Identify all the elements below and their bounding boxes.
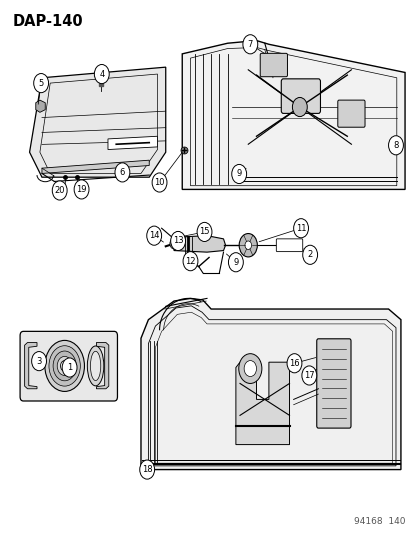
Text: 10: 10 xyxy=(154,178,164,187)
Text: 14: 14 xyxy=(149,231,159,240)
Polygon shape xyxy=(42,160,149,173)
FancyBboxPatch shape xyxy=(275,239,302,252)
Circle shape xyxy=(45,341,84,391)
Circle shape xyxy=(239,233,257,257)
FancyBboxPatch shape xyxy=(337,100,364,127)
Text: 16: 16 xyxy=(288,359,299,368)
Text: 15: 15 xyxy=(199,228,209,237)
Circle shape xyxy=(183,252,197,271)
Text: DAP-140: DAP-140 xyxy=(13,14,83,29)
Circle shape xyxy=(292,98,306,117)
Polygon shape xyxy=(182,41,404,189)
FancyBboxPatch shape xyxy=(260,53,287,77)
Circle shape xyxy=(228,253,243,272)
Text: 9: 9 xyxy=(233,258,238,266)
Text: 11: 11 xyxy=(295,224,306,233)
Polygon shape xyxy=(29,67,165,177)
Circle shape xyxy=(57,357,72,375)
FancyBboxPatch shape xyxy=(316,339,350,428)
Circle shape xyxy=(231,165,246,183)
Text: 6: 6 xyxy=(119,168,125,177)
Text: 1: 1 xyxy=(67,363,72,372)
Polygon shape xyxy=(24,343,37,389)
Circle shape xyxy=(140,460,154,479)
Circle shape xyxy=(152,173,166,192)
Circle shape xyxy=(244,361,256,376)
Text: 5: 5 xyxy=(38,78,44,87)
Polygon shape xyxy=(96,343,109,389)
Polygon shape xyxy=(173,236,225,252)
Circle shape xyxy=(197,222,211,241)
Text: 17: 17 xyxy=(303,371,314,380)
Circle shape xyxy=(49,346,80,386)
Circle shape xyxy=(115,163,130,182)
FancyBboxPatch shape xyxy=(280,79,320,114)
Circle shape xyxy=(244,241,251,249)
Text: 18: 18 xyxy=(142,465,152,474)
Circle shape xyxy=(301,366,316,385)
Text: 2: 2 xyxy=(307,251,312,260)
Circle shape xyxy=(170,231,185,251)
Circle shape xyxy=(388,136,402,155)
Text: 8: 8 xyxy=(392,141,398,150)
Circle shape xyxy=(302,245,317,264)
Polygon shape xyxy=(108,136,157,150)
Text: 3: 3 xyxy=(36,357,42,366)
Circle shape xyxy=(74,180,89,199)
Circle shape xyxy=(52,181,67,200)
Text: 4: 4 xyxy=(99,70,104,78)
Text: 13: 13 xyxy=(172,237,183,246)
Circle shape xyxy=(238,354,261,383)
Circle shape xyxy=(31,352,46,370)
Circle shape xyxy=(169,238,178,249)
Polygon shape xyxy=(392,140,398,144)
Text: 19: 19 xyxy=(76,185,87,194)
Circle shape xyxy=(146,226,161,245)
Text: 94168  140: 94168 140 xyxy=(353,517,404,526)
Text: 9: 9 xyxy=(236,169,241,179)
Polygon shape xyxy=(235,362,289,445)
Circle shape xyxy=(242,35,257,54)
Text: 7: 7 xyxy=(247,40,252,49)
Circle shape xyxy=(53,351,76,381)
Text: 20: 20 xyxy=(55,186,65,195)
Circle shape xyxy=(286,354,301,373)
Text: 12: 12 xyxy=(185,257,195,265)
FancyBboxPatch shape xyxy=(20,332,117,401)
Ellipse shape xyxy=(87,346,104,386)
Circle shape xyxy=(293,219,308,238)
Circle shape xyxy=(94,64,109,84)
Ellipse shape xyxy=(90,351,100,381)
Polygon shape xyxy=(141,298,400,470)
Circle shape xyxy=(62,358,77,377)
Polygon shape xyxy=(36,100,45,112)
Circle shape xyxy=(33,74,48,93)
Circle shape xyxy=(60,361,69,371)
